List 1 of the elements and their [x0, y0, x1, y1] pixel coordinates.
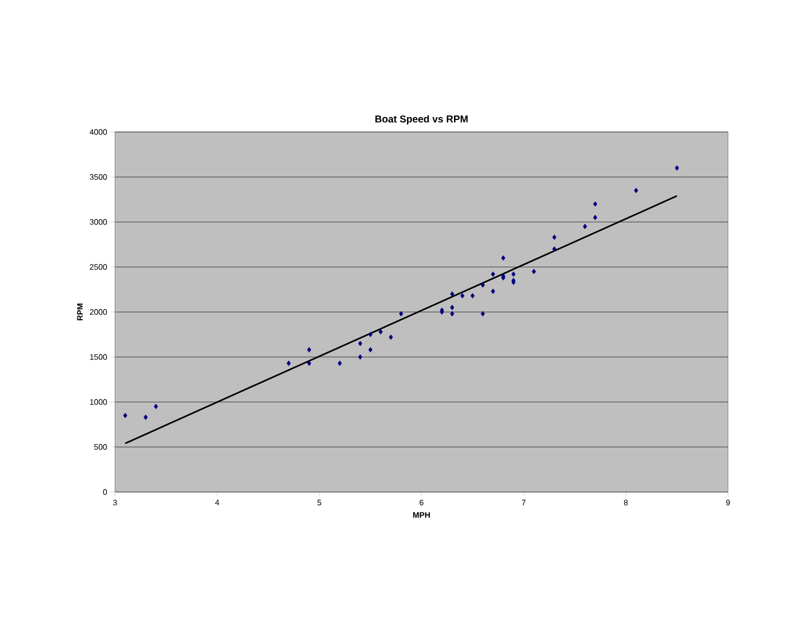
chart-title: Boat Speed vs RPM: [375, 115, 468, 124]
